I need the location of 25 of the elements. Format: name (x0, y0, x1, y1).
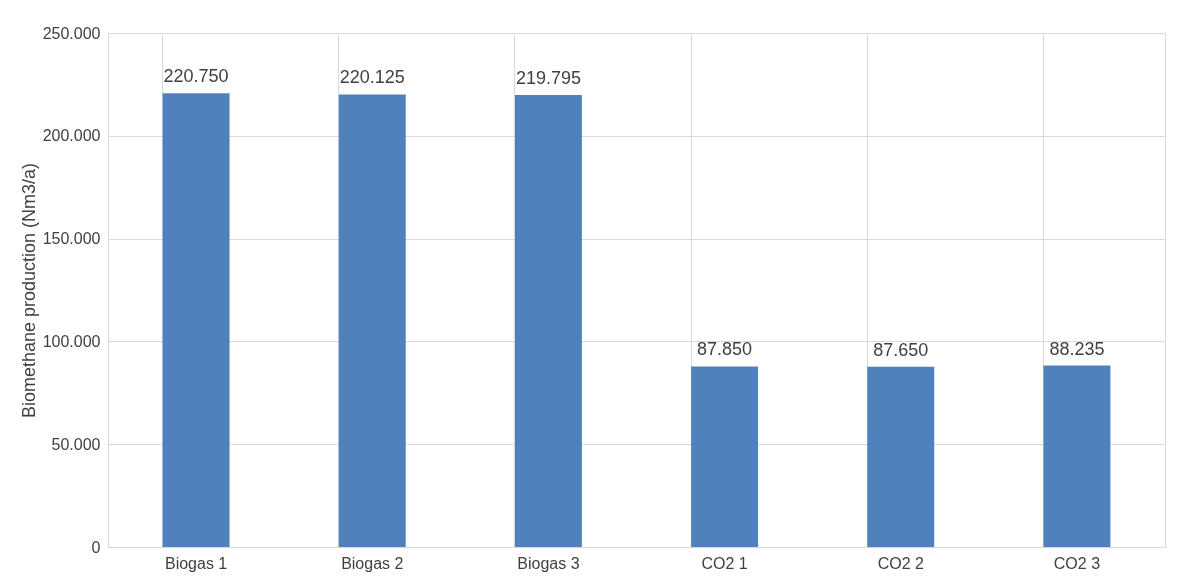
data-label: 219.795 (515, 68, 581, 89)
bar (1043, 365, 1111, 547)
x-tick-label: Biogas 3 (517, 554, 580, 572)
x-tick-label: CO2 3 (1053, 554, 1101, 572)
bar (338, 94, 406, 547)
x-tick-label: CO2 1 (701, 554, 748, 572)
bar (162, 93, 230, 547)
y-tick-label: 150.000 (42, 230, 101, 248)
x-tick-label: Biogas 1 (164, 554, 228, 572)
data-label: 87.850 (697, 339, 753, 360)
data-label: 88.235 (1049, 338, 1105, 359)
y-tick-label: 50.000 (51, 435, 101, 453)
data-label: 87.650 (873, 339, 929, 360)
bar (867, 366, 935, 547)
bar (691, 366, 759, 547)
data-label: 220.750 (163, 66, 229, 87)
data-label: 220.125 (339, 67, 405, 88)
y-tick-label: 200.000 (42, 127, 101, 145)
x-tick-label: CO2 2 (877, 554, 924, 572)
y-axis-title: Biomethane production (Nm3/a) (18, 162, 39, 419)
y-tick-label: 0 (91, 538, 101, 556)
x-tick-label: Biogas 2 (341, 554, 404, 572)
bar (514, 95, 582, 547)
y-tick-label: 250.000 (42, 24, 101, 42)
y-tick-label: 100.000 (42, 332, 101, 350)
